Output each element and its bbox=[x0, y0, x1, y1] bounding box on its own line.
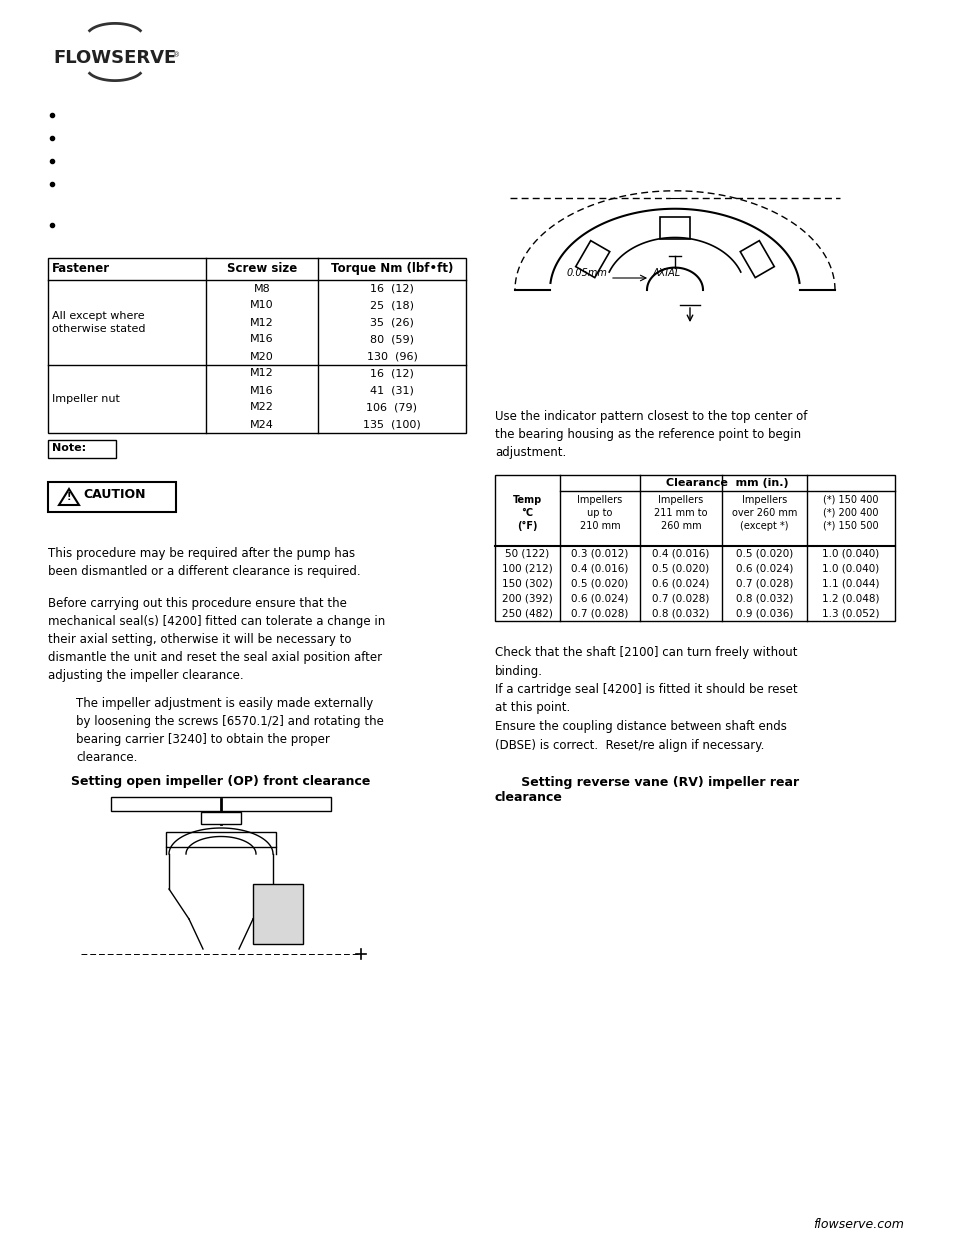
Text: 1.1 (0.044): 1.1 (0.044) bbox=[821, 578, 879, 589]
Bar bbox=[253, 884, 303, 944]
Text: ®: ® bbox=[172, 52, 180, 58]
Text: 1.0 (0.040): 1.0 (0.040) bbox=[821, 548, 879, 558]
Text: This procedure may be required after the pump has
been dismantled or a different: This procedure may be required after the… bbox=[48, 547, 360, 578]
Text: flowserve.com: flowserve.com bbox=[812, 1218, 903, 1231]
Text: CAUTION: CAUTION bbox=[83, 488, 146, 501]
Text: M22: M22 bbox=[250, 403, 274, 412]
Text: !: ! bbox=[67, 492, 71, 501]
Text: M8: M8 bbox=[253, 284, 270, 294]
Text: M10: M10 bbox=[250, 300, 274, 310]
Text: M16: M16 bbox=[250, 385, 274, 395]
Text: Torque Nm (lbf•ft): Torque Nm (lbf•ft) bbox=[331, 262, 453, 275]
Text: 16  (12): 16 (12) bbox=[370, 284, 414, 294]
Text: M12: M12 bbox=[250, 317, 274, 327]
Text: 16  (12): 16 (12) bbox=[370, 368, 414, 378]
Text: Check that the shaft [2100] can turn freely without
binding.
If a cartridge seal: Check that the shaft [2100] can turn fre… bbox=[495, 646, 797, 752]
Text: 0.05mm: 0.05mm bbox=[565, 268, 606, 278]
Text: 0.3 (0.012): 0.3 (0.012) bbox=[571, 548, 628, 558]
Bar bbox=[48, 482, 175, 513]
Text: 50 (122): 50 (122) bbox=[505, 548, 549, 558]
Bar bbox=[495, 475, 894, 621]
Text: (*) 150 400
(*) 200 400
(*) 150 500: (*) 150 400 (*) 200 400 (*) 150 500 bbox=[822, 495, 878, 531]
Text: Screw size: Screw size bbox=[227, 262, 296, 275]
Text: 0.4 (0.016): 0.4 (0.016) bbox=[571, 563, 628, 573]
Text: Before carrying out this procedure ensure that the
mechanical seal(s) [4200] fit: Before carrying out this procedure ensur… bbox=[48, 597, 385, 682]
Text: Impeller nut: Impeller nut bbox=[52, 394, 120, 404]
Text: 1.0 (0.040): 1.0 (0.040) bbox=[821, 563, 879, 573]
Text: Setting open impeller (OP) front clearance: Setting open impeller (OP) front clearan… bbox=[71, 776, 371, 788]
Text: 0.5 (0.020): 0.5 (0.020) bbox=[652, 563, 709, 573]
Text: 200 (392): 200 (392) bbox=[501, 594, 553, 604]
Text: 135  (100): 135 (100) bbox=[363, 420, 420, 430]
Text: Note:: Note: bbox=[52, 443, 86, 453]
Text: 1.2 (0.048): 1.2 (0.048) bbox=[821, 594, 879, 604]
Bar bbox=[166, 832, 275, 847]
Text: 0.8 (0.032): 0.8 (0.032) bbox=[652, 609, 709, 619]
Text: 0.7 (0.028): 0.7 (0.028) bbox=[652, 594, 709, 604]
Text: 150 (302): 150 (302) bbox=[501, 578, 553, 589]
Text: The impeller adjustment is easily made externally
by loosening the screws [6570.: The impeller adjustment is easily made e… bbox=[76, 697, 383, 764]
Text: 0.8 (0.032): 0.8 (0.032) bbox=[735, 594, 792, 604]
Text: Clearance  mm (in.): Clearance mm (in.) bbox=[665, 478, 788, 488]
Text: Impellers
up to
210 mm: Impellers up to 210 mm bbox=[577, 495, 622, 531]
Text: M24: M24 bbox=[250, 420, 274, 430]
Text: M20: M20 bbox=[250, 352, 274, 362]
Text: All except where
otherwise stated: All except where otherwise stated bbox=[52, 311, 146, 335]
Text: Use the indicator pattern closest to the top center of
the bearing housing as th: Use the indicator pattern closest to the… bbox=[495, 410, 806, 459]
Text: 80  (59): 80 (59) bbox=[370, 335, 414, 345]
Text: Impellers
211 mm to
260 mm: Impellers 211 mm to 260 mm bbox=[654, 495, 707, 531]
Text: 35  (26): 35 (26) bbox=[370, 317, 414, 327]
Text: M16: M16 bbox=[250, 335, 274, 345]
Bar bbox=[48, 258, 465, 433]
Text: 130  (96): 130 (96) bbox=[366, 352, 417, 362]
Text: 0.7 (0.028): 0.7 (0.028) bbox=[571, 609, 628, 619]
Text: 0.6 (0.024): 0.6 (0.024) bbox=[571, 594, 628, 604]
Bar bbox=[201, 811, 241, 824]
Text: 100 (212): 100 (212) bbox=[501, 563, 553, 573]
Text: 41  (31): 41 (31) bbox=[370, 385, 414, 395]
Text: 0.6 (0.024): 0.6 (0.024) bbox=[735, 563, 792, 573]
Text: M12: M12 bbox=[250, 368, 274, 378]
Text: 0.9 (0.036): 0.9 (0.036) bbox=[735, 609, 792, 619]
Bar bbox=[48, 440, 116, 458]
Text: FLOWSERVE: FLOWSERVE bbox=[53, 49, 176, 67]
Text: Temp
°C
(°F): Temp °C (°F) bbox=[513, 495, 541, 531]
Bar bbox=[111, 797, 331, 811]
Text: Setting reverse vane (RV) impeller rear
clearance: Setting reverse vane (RV) impeller rear … bbox=[495, 776, 799, 804]
Text: 250 (482): 250 (482) bbox=[501, 609, 553, 619]
Text: 0.7 (0.028): 0.7 (0.028) bbox=[735, 578, 792, 589]
Text: 0.5 (0.020): 0.5 (0.020) bbox=[735, 548, 792, 558]
Text: 106  (79): 106 (79) bbox=[366, 403, 417, 412]
Text: 25  (18): 25 (18) bbox=[370, 300, 414, 310]
Text: Impellers
over 260 mm
(except *): Impellers over 260 mm (except *) bbox=[731, 495, 797, 531]
Text: 0.4 (0.016): 0.4 (0.016) bbox=[652, 548, 709, 558]
Text: 0.5 (0.020): 0.5 (0.020) bbox=[571, 578, 628, 589]
Text: Fastener: Fastener bbox=[52, 262, 110, 275]
Text: 0.6 (0.024): 0.6 (0.024) bbox=[652, 578, 709, 589]
Text: 1.3 (0.052): 1.3 (0.052) bbox=[821, 609, 879, 619]
Text: AXIAL: AXIAL bbox=[652, 268, 680, 278]
